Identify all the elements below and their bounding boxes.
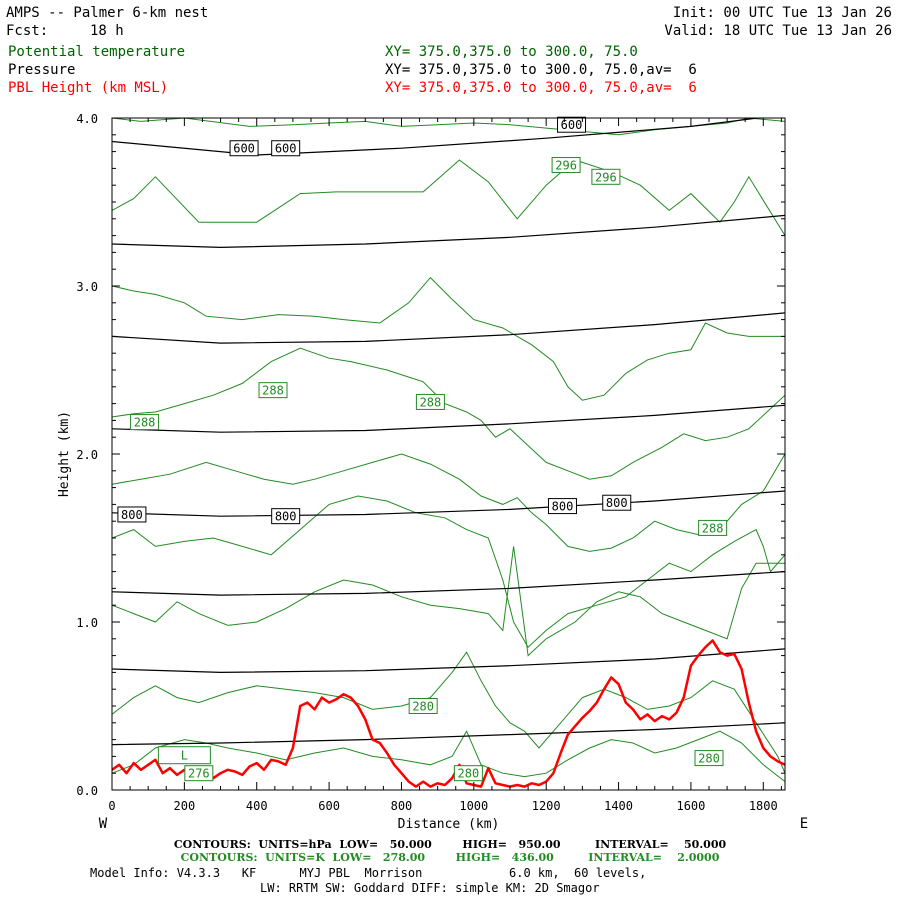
x-tick-label-2: 400 [246, 799, 268, 813]
y-tick-label-4: 4.0 [76, 112, 98, 126]
x-axis-title: Distance (km) [398, 817, 500, 832]
theta-contour-2 [112, 276, 785, 401]
field-pressure-xy: XY= 375.0,375.0 to 300.0, 75.0,av= 6 [385, 62, 697, 78]
theta-contour-8 [112, 730, 785, 782]
theta-label-1-box [591, 168, 621, 185]
pressure-contour-3 [112, 404, 785, 433]
theta-label-2-box [130, 414, 160, 431]
valid-time: Valid: 18 UTC Tue 13 Jan 26 [664, 23, 892, 39]
pressure-contour-5 [112, 571, 785, 596]
low-marker-box [157, 746, 211, 765]
x-tick-label-7: 1400 [604, 799, 633, 813]
theta-label-4: 288 [420, 395, 442, 409]
pressure-contour-0 [112, 118, 763, 156]
theta-label-1: 296 [595, 170, 617, 184]
pressure-contour-2 [112, 312, 785, 344]
pressure-label-1: 600 [275, 142, 297, 156]
theta-label-2: 288 [134, 416, 156, 430]
pressure-label-3: 800 [121, 508, 143, 522]
x-tick-label-6: 1200 [532, 799, 561, 813]
pressure-label-6: 800 [606, 496, 628, 510]
pressure-label-0: 600 [233, 142, 255, 156]
init-time: Init: 00 UTC Tue 13 Jan 26 [672, 5, 892, 21]
model-info: Model Info: V4.3.3 KF MYJ PBL Morrison 6… [90, 866, 647, 880]
theta-label-3: 288 [262, 384, 284, 398]
pressure-label-3-box [117, 506, 147, 523]
theta-label-8: 280 [458, 767, 480, 781]
field-pressure-name: Pressure [8, 62, 76, 78]
theta-contour-7 [112, 651, 785, 774]
y-tick-label-1: 1.0 [76, 616, 98, 630]
pressure-label-2: 600 [561, 118, 583, 132]
product-title: AMPS -- Palmer 6-km nest [6, 5, 209, 21]
x-tick-label-9: 1800 [749, 799, 778, 813]
theta-label-5: 288 [702, 521, 724, 535]
pressure-contour-7 [112, 722, 785, 746]
pressure-label-5-box [547, 498, 577, 515]
theta-contour-3 [112, 347, 785, 480]
pressure-label-5: 800 [552, 500, 574, 514]
y-tick-label-0: 0.0 [76, 784, 98, 798]
theta-label-7: 280 [698, 752, 720, 766]
theta-contour-info: CONTOURS: UNITS=K LOW= 278.00 HIGH= 436.… [180, 851, 720, 864]
east-label: E [800, 816, 808, 832]
theta-label-0-box [551, 157, 581, 174]
field-pbl-xy: XY= 375.0,375.0 to 300.0, 75.0,av= 6 [385, 80, 697, 96]
y-tick-label-3: 3.0 [76, 280, 98, 294]
theta-label-3-box [258, 382, 288, 399]
x-tick-label-1: 200 [174, 799, 196, 813]
pressure-contour-1 [112, 214, 785, 249]
pressure-label-0-box [229, 140, 259, 157]
pbl-height-line [112, 639, 785, 788]
theta-label-0: 296 [555, 159, 577, 173]
pressure-label-4-box [271, 508, 301, 525]
x-tick-label-4: 800 [391, 799, 413, 813]
theta-label-7-box [694, 750, 724, 767]
forecast-label: Fcst: [6, 23, 49, 39]
field-theta-name: Potential temperature [8, 44, 186, 60]
forecast-hour: 18 h [90, 23, 124, 39]
x-tick-label-0: 0 [108, 799, 115, 813]
theta-label-4-box [415, 393, 445, 410]
pressure-label-6-box [602, 494, 632, 511]
pressure-contour-info: CONTOURS: UNITS=hPa LOW= 50.000 HIGH= 95… [173, 838, 727, 851]
theta-label-9-box [184, 765, 214, 782]
theta-label-9: 276 [188, 767, 210, 781]
theta-label-6: 280 [412, 700, 434, 714]
field-theta-xy: XY= 375.0,375.0 to 300.0, 75.0 [385, 44, 638, 60]
pressure-label-1-box [271, 140, 301, 157]
field-pbl-name: PBL Height (km MSL) [8, 80, 169, 96]
pressure-contour-6 [112, 648, 785, 674]
x-tick-label-8: 1600 [676, 799, 705, 813]
x-tick-label-3: 600 [318, 799, 340, 813]
y-tick-label-2: 2.0 [76, 448, 98, 462]
theta-label-6-box [408, 698, 438, 714]
physics-info: LW: RRTM SW: Goddard DIFF: simple KM: 2D… [260, 881, 600, 895]
pressure-label-4: 800 [275, 510, 297, 524]
y-axis-title: Height (km) [57, 411, 72, 497]
theta-contour-5 [112, 495, 785, 648]
theta-contour-6 [112, 546, 785, 657]
plot-frame [111, 117, 786, 791]
theta-contour-1 [112, 159, 785, 236]
pressure-contour-4 [112, 490, 785, 517]
west-label: W [99, 816, 108, 832]
theta-label-8-box [453, 765, 483, 782]
low-marker: L [181, 749, 188, 763]
x-tick-label-5: 1000 [459, 799, 488, 813]
theta-label-5-box [698, 519, 728, 536]
theta-contour-4 [112, 453, 785, 552]
